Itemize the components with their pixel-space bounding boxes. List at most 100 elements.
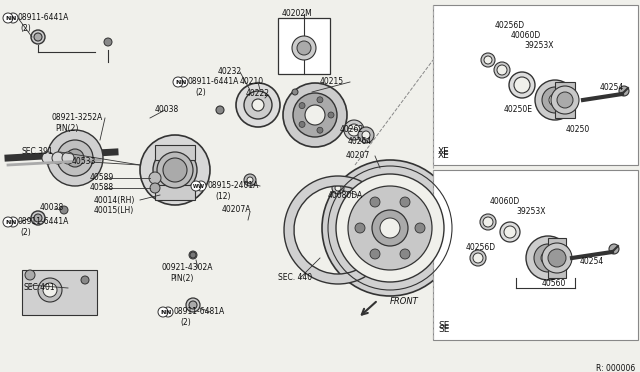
Text: 40533: 40533 — [72, 157, 97, 167]
Circle shape — [153, 148, 197, 192]
Text: 40202M: 40202M — [282, 10, 313, 19]
Circle shape — [551, 86, 579, 114]
Circle shape — [328, 112, 334, 118]
Circle shape — [317, 127, 323, 133]
Circle shape — [292, 89, 298, 95]
Circle shape — [236, 83, 280, 127]
Bar — [433, 170, 638, 340]
Text: 08911-6441A: 08911-6441A — [188, 77, 239, 87]
Circle shape — [514, 77, 530, 93]
Circle shape — [542, 87, 568, 113]
Text: 40232: 40232 — [218, 67, 242, 77]
Circle shape — [189, 301, 197, 309]
Circle shape — [483, 217, 493, 227]
Text: 40038: 40038 — [40, 203, 64, 212]
Circle shape — [473, 253, 483, 263]
Circle shape — [292, 36, 316, 60]
Circle shape — [293, 93, 337, 137]
Circle shape — [47, 130, 103, 186]
Text: 40210: 40210 — [240, 77, 264, 87]
Text: 40014(RH): 40014(RH) — [94, 196, 136, 205]
Circle shape — [557, 92, 573, 108]
Bar — [548, 238, 566, 278]
Text: W: W — [198, 183, 204, 189]
Circle shape — [526, 236, 570, 280]
Circle shape — [189, 251, 197, 259]
Text: (2): (2) — [180, 318, 191, 327]
Text: 08921-3252A: 08921-3252A — [52, 113, 103, 122]
Text: N: N — [10, 219, 16, 224]
Text: (2): (2) — [20, 228, 31, 237]
Text: 40254: 40254 — [600, 83, 624, 93]
Circle shape — [541, 251, 555, 265]
Text: 08915-2401A: 08915-2401A — [208, 182, 259, 190]
Circle shape — [190, 252, 196, 258]
Circle shape — [322, 160, 458, 296]
Circle shape — [165, 160, 185, 180]
Text: 40560: 40560 — [542, 279, 566, 289]
Circle shape — [534, 244, 562, 272]
Text: 40207A: 40207A — [222, 205, 252, 215]
Text: N: N — [175, 80, 180, 84]
Circle shape — [31, 211, 45, 225]
Text: FRONT: FRONT — [390, 298, 419, 307]
Text: 40060D: 40060D — [511, 32, 541, 41]
Circle shape — [104, 38, 112, 46]
Circle shape — [481, 53, 495, 67]
Text: N: N — [160, 310, 166, 314]
Circle shape — [81, 276, 89, 284]
Text: (2): (2) — [20, 23, 31, 32]
Circle shape — [3, 13, 13, 23]
Circle shape — [509, 72, 535, 98]
Text: N: N — [5, 16, 11, 20]
Text: 40080DA: 40080DA — [328, 192, 364, 201]
Circle shape — [216, 106, 224, 114]
Circle shape — [297, 41, 311, 55]
Circle shape — [244, 174, 256, 186]
Bar — [155, 185, 195, 200]
Circle shape — [299, 103, 305, 109]
Circle shape — [400, 249, 410, 259]
Circle shape — [25, 270, 35, 280]
Circle shape — [42, 152, 54, 164]
Circle shape — [34, 214, 42, 222]
Text: 40256D: 40256D — [466, 244, 496, 253]
Text: SEC.401: SEC.401 — [24, 283, 56, 292]
Text: 40588: 40588 — [90, 183, 114, 192]
Circle shape — [196, 181, 206, 191]
Text: (12): (12) — [215, 192, 230, 202]
Circle shape — [163, 158, 187, 182]
Circle shape — [494, 62, 510, 78]
Circle shape — [62, 152, 74, 164]
Text: 40060D: 40060D — [490, 198, 520, 206]
Circle shape — [370, 249, 380, 259]
Circle shape — [247, 177, 253, 183]
Circle shape — [549, 94, 561, 106]
Circle shape — [305, 105, 325, 125]
Circle shape — [500, 222, 520, 242]
Text: PIN(2): PIN(2) — [170, 275, 193, 283]
Circle shape — [191, 181, 201, 191]
Text: SEC. 440: SEC. 440 — [278, 273, 312, 282]
Circle shape — [609, 244, 619, 254]
Circle shape — [34, 33, 42, 41]
Circle shape — [52, 152, 64, 164]
Bar — [433, 5, 638, 165]
Circle shape — [380, 218, 400, 238]
Wedge shape — [284, 176, 391, 284]
Circle shape — [372, 210, 408, 246]
Circle shape — [317, 97, 323, 103]
Circle shape — [504, 226, 516, 238]
Text: 00921-4302A: 00921-4302A — [162, 263, 214, 273]
Circle shape — [400, 197, 410, 207]
Circle shape — [157, 152, 193, 188]
Circle shape — [535, 80, 575, 120]
Circle shape — [355, 223, 365, 233]
Text: PIN(2): PIN(2) — [55, 125, 78, 134]
Circle shape — [348, 124, 360, 136]
Text: SE: SE — [438, 326, 449, 334]
Text: 08911-6441A: 08911-6441A — [18, 13, 69, 22]
Circle shape — [348, 186, 432, 270]
Text: N: N — [10, 16, 16, 20]
Text: N: N — [5, 219, 11, 224]
